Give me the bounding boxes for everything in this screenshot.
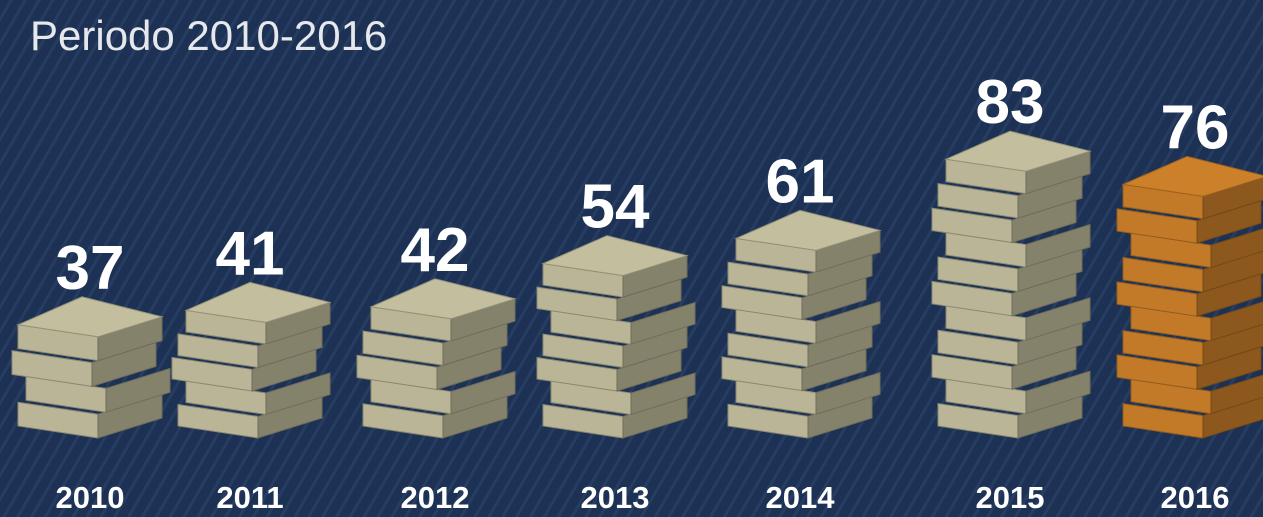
- book-stack: [12, 297, 170, 438]
- book-stack: [932, 131, 1090, 438]
- x-tick-label: 2013: [581, 480, 650, 515]
- value-label: 54: [581, 173, 650, 242]
- book-stack: [172, 282, 330, 438]
- book-stack: [722, 210, 880, 438]
- x-tick-label: 2011: [216, 480, 283, 515]
- value-label: 42: [401, 216, 470, 285]
- x-tick-label: 2016: [1161, 480, 1230, 515]
- x-tick-label: 2012: [401, 480, 470, 515]
- value-label: 76: [1161, 93, 1230, 162]
- chart: Periodo 2010-2016 37 2010 41 2011 42 2012 54 20…: [0, 0, 1263, 517]
- book-stack: [537, 236, 695, 438]
- book-stack: [357, 279, 515, 438]
- value-label: 61: [766, 147, 835, 216]
- x-tick-label: 2010: [56, 480, 125, 515]
- value-label: 83: [976, 68, 1045, 137]
- x-tick-label: 2015: [976, 480, 1045, 515]
- value-label: 41: [216, 219, 285, 288]
- x-tick-label: 2014: [766, 480, 836, 515]
- chart-subtitle: Periodo 2010-2016: [30, 12, 387, 59]
- value-label: 37: [56, 234, 125, 303]
- book-stack: [1117, 156, 1263, 438]
